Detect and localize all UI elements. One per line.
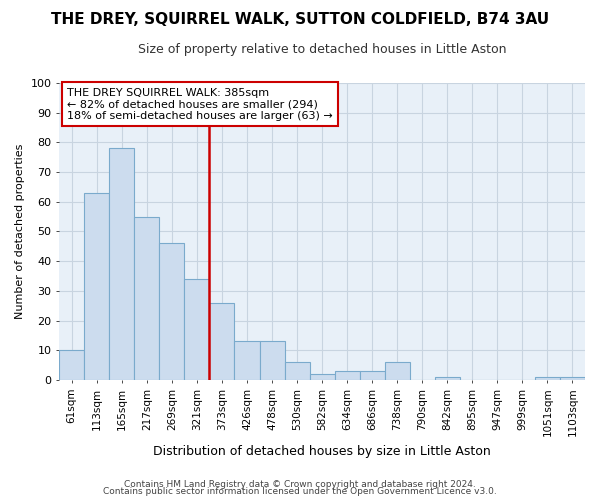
Bar (560, 377, 585, 380)
Bar (359, 371, 385, 380)
Bar (310, 374, 335, 380)
Text: THE DREY, SQUIRREL WALK, SUTTON COLDFIELD, B74 3AU: THE DREY, SQUIRREL WALK, SUTTON COLDFIEL… (51, 12, 549, 28)
Bar (84, 193, 109, 380)
Bar (260, 342, 284, 380)
Bar (335, 371, 359, 380)
Bar (284, 362, 310, 380)
Bar (385, 362, 410, 380)
Text: Contains public sector information licensed under the Open Government Licence v3: Contains public sector information licen… (103, 487, 497, 496)
X-axis label: Distribution of detached houses by size in Little Aston: Distribution of detached houses by size … (153, 444, 491, 458)
Bar (209, 302, 235, 380)
Bar (134, 216, 160, 380)
Title: Size of property relative to detached houses in Little Aston: Size of property relative to detached ho… (138, 42, 506, 56)
Bar (535, 377, 560, 380)
Bar (109, 148, 134, 380)
Text: Contains HM Land Registry data © Crown copyright and database right 2024.: Contains HM Land Registry data © Crown c… (124, 480, 476, 489)
Bar (160, 244, 184, 380)
Bar (435, 377, 460, 380)
Text: THE DREY SQUIRREL WALK: 385sqm
← 82% of detached houses are smaller (294)
18% of: THE DREY SQUIRREL WALK: 385sqm ← 82% of … (67, 88, 333, 120)
Bar (59, 350, 84, 380)
Bar (184, 279, 209, 380)
Bar (235, 342, 260, 380)
Y-axis label: Number of detached properties: Number of detached properties (15, 144, 25, 319)
